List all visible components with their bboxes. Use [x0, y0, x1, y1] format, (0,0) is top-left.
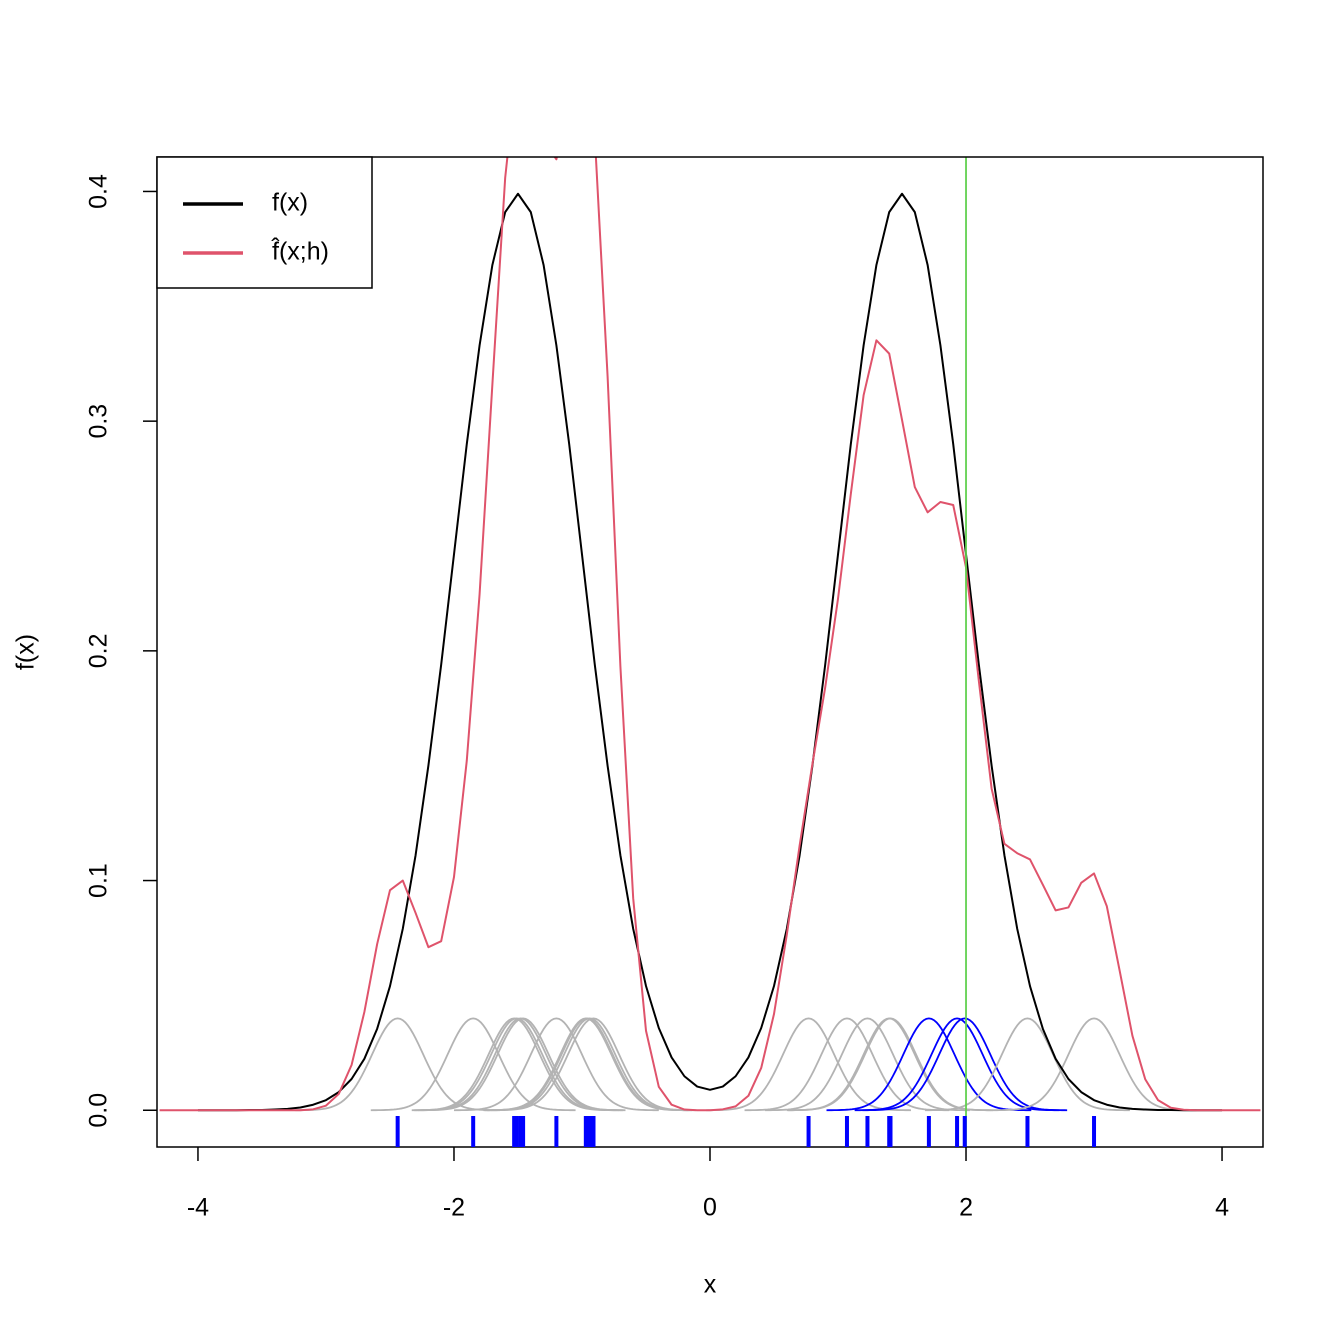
y-axis-title: f(x)	[12, 634, 40, 670]
y-tick-label: 0.2	[85, 633, 113, 668]
kernel	[991, 1017, 1197, 1112]
kernel	[862, 1017, 1068, 1112]
kernel	[765, 1017, 970, 1112]
kernel	[418, 1017, 623, 1112]
x-tick-label: 4	[1215, 1194, 1229, 1222]
y-tick-label: 0.1	[85, 863, 113, 898]
plot-area	[159, 157, 1261, 1147]
kernel	[420, 1017, 626, 1112]
legend-label: f(x)	[272, 189, 308, 217]
series-line	[159, 157, 1261, 1112]
x-tick-label: 2	[959, 1194, 973, 1222]
x-tick-label: -2	[443, 1194, 465, 1222]
plot-frame	[156, 156, 1264, 1148]
kernel	[491, 1017, 696, 1112]
kernel	[826, 1017, 1032, 1112]
legend-box	[156, 156, 373, 289]
kernel	[706, 1017, 911, 1112]
kernel	[453, 1017, 659, 1112]
kernel	[854, 1017, 1060, 1112]
y-tick-label: 0.3	[85, 404, 113, 439]
kernel	[744, 1017, 950, 1112]
kernel	[295, 1017, 501, 1112]
y-tick-label: 0.0	[85, 1093, 113, 1128]
x-axis-title: x	[704, 1271, 717, 1299]
kernel	[370, 1017, 576, 1112]
x-tick-label: -4	[187, 1194, 209, 1222]
legend-label: f̂(x;h)	[270, 236, 329, 265]
y-tick-label: 0.4	[85, 174, 113, 209]
kernel	[788, 1017, 993, 1112]
kernel	[414, 1017, 620, 1112]
kernel	[925, 1017, 1130, 1112]
x-tick-label: 0	[703, 1194, 717, 1222]
series-line	[197, 192, 1223, 1112]
